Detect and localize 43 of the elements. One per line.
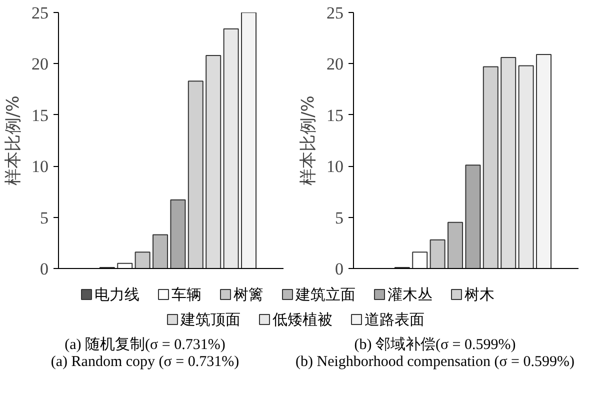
legend-label: 建筑立面 — [294, 286, 356, 304]
bar — [536, 54, 552, 268]
bar — [430, 239, 446, 268]
legend-label: 车辆 — [172, 286, 202, 304]
bar — [412, 252, 428, 268]
bar — [117, 262, 133, 268]
bar — [134, 252, 150, 268]
y-axis-title: 样本比例/% — [298, 96, 318, 186]
text: (a) 随机复制(σ = 0.731%) — [64, 337, 226, 353]
y-tick-label: 10 — [32, 157, 48, 176]
y-axis-title: 样本比例/% — [4, 96, 24, 186]
y-tick-label: 15 — [32, 106, 48, 125]
y-tick-label: 25 — [32, 4, 48, 22]
y-tick-label: 0 — [40, 260, 48, 278]
bar — [206, 55, 222, 268]
text: (a) Random copy (σ = 0.731%) — [50, 354, 240, 370]
legend-label: 电力线 — [94, 286, 140, 304]
legend-label: 树木 — [464, 286, 494, 304]
y-tick-label: 20 — [32, 54, 48, 74]
y-tick-label: 5 — [335, 208, 344, 228]
y-tick-label: 15 — [326, 106, 344, 125]
bar — [448, 222, 464, 268]
bar — [223, 28, 239, 268]
y-tick-label: 0 — [335, 260, 344, 278]
legend-label: 低矮植被 — [272, 310, 332, 328]
bar — [188, 80, 204, 268]
bar — [482, 66, 498, 268]
text: (b) Neighborhood compensation (σ = 0.599%) — [296, 354, 574, 370]
y-tick-label: 20 — [326, 54, 344, 74]
bar — [518, 65, 534, 268]
legend-label: 灌木丛 — [388, 286, 432, 304]
legend-label: 树篱 — [234, 286, 264, 304]
text: (b) 邻域补偿(σ = 0.599%) — [354, 337, 516, 353]
y-tick-label: 5 — [40, 208, 48, 228]
bar — [241, 12, 257, 268]
bar — [465, 164, 481, 268]
legend-label: 道路表面 — [364, 310, 424, 328]
legend-label: 建筑顶面 — [180, 310, 240, 328]
y-tick-label: 10 — [326, 157, 344, 176]
y-tick-label: 25 — [326, 4, 344, 22]
bar — [152, 234, 168, 268]
bar — [500, 57, 516, 268]
bar — [170, 199, 186, 268]
